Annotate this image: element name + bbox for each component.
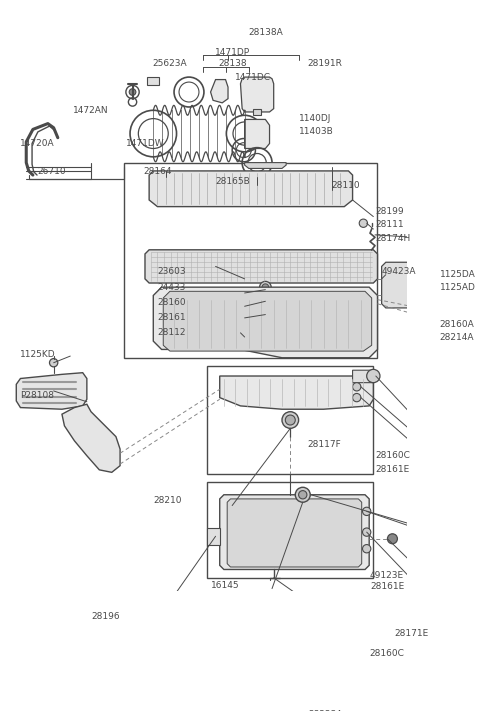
Text: 1471DW: 1471DW (126, 139, 165, 148)
Circle shape (431, 314, 442, 326)
Polygon shape (163, 292, 372, 351)
Polygon shape (16, 373, 87, 410)
Text: 28160: 28160 (157, 299, 186, 307)
Text: 28210: 28210 (153, 496, 182, 505)
Text: 1471DC: 1471DC (235, 73, 271, 82)
Text: 1125KD: 1125KD (21, 350, 56, 359)
Text: 24433: 24433 (157, 284, 186, 292)
Text: 28214A: 28214A (440, 333, 474, 342)
Polygon shape (153, 287, 377, 358)
Circle shape (261, 311, 270, 319)
Polygon shape (382, 262, 436, 308)
Text: 28196: 28196 (91, 612, 120, 621)
Text: 28174H: 28174H (376, 234, 411, 242)
Text: 28138: 28138 (218, 59, 247, 68)
Text: 28112: 28112 (157, 328, 186, 337)
Circle shape (387, 534, 397, 544)
Circle shape (260, 282, 271, 293)
Polygon shape (220, 376, 373, 410)
Text: 28171E: 28171E (394, 629, 428, 638)
Text: 28161E: 28161E (376, 464, 410, 474)
Text: 14720A: 14720A (21, 139, 55, 148)
Polygon shape (353, 370, 376, 383)
Circle shape (299, 491, 307, 499)
Polygon shape (448, 274, 463, 288)
Polygon shape (149, 171, 353, 207)
Text: 28138A: 28138A (248, 28, 283, 37)
Text: 1140DJ: 1140DJ (299, 114, 331, 123)
Circle shape (129, 89, 136, 95)
Polygon shape (147, 77, 159, 85)
Text: P28108: P28108 (21, 392, 54, 400)
Text: 1125DA: 1125DA (440, 270, 476, 279)
Text: 28160A: 28160A (440, 320, 475, 329)
Text: 1125AD: 1125AD (440, 284, 476, 292)
Circle shape (49, 358, 58, 367)
Circle shape (359, 219, 368, 228)
Text: 28199: 28199 (376, 207, 405, 216)
Polygon shape (253, 109, 261, 115)
Circle shape (285, 415, 295, 425)
Text: 28110: 28110 (332, 181, 360, 190)
Text: 28111: 28111 (376, 220, 405, 230)
Polygon shape (245, 119, 270, 149)
Text: 1472AN: 1472AN (73, 106, 109, 114)
Circle shape (353, 383, 361, 391)
Polygon shape (437, 308, 463, 333)
Text: 28160C: 28160C (376, 451, 411, 460)
Text: 11403B: 11403B (299, 127, 333, 137)
Bar (207, 366, 373, 474)
Text: 25623A: 25623A (153, 59, 187, 68)
Circle shape (362, 545, 371, 553)
Text: 49423A: 49423A (382, 267, 416, 276)
Circle shape (362, 507, 371, 515)
Text: 23603: 23603 (157, 267, 186, 276)
Circle shape (362, 528, 371, 536)
Circle shape (367, 370, 380, 383)
Text: 26710: 26710 (37, 167, 66, 176)
Polygon shape (227, 499, 362, 567)
Polygon shape (245, 163, 286, 169)
Text: 16145: 16145 (211, 581, 240, 589)
Polygon shape (240, 77, 274, 112)
Text: 28161E: 28161E (370, 582, 404, 592)
Text: 28191R: 28191R (307, 59, 342, 68)
Text: 49123E: 49123E (370, 571, 404, 579)
Polygon shape (207, 528, 220, 545)
Text: 28164: 28164 (144, 167, 172, 176)
Polygon shape (62, 405, 120, 472)
Text: 1471DP: 1471DP (215, 48, 250, 57)
Bar (207, 482, 373, 578)
Text: 28165B: 28165B (216, 177, 250, 186)
Polygon shape (220, 495, 369, 570)
Circle shape (295, 487, 310, 502)
Circle shape (282, 412, 299, 428)
Text: 28161: 28161 (157, 314, 186, 322)
Text: 28160C: 28160C (369, 649, 404, 658)
Bar (124, 163, 377, 358)
Polygon shape (211, 80, 228, 103)
Polygon shape (145, 250, 377, 283)
Circle shape (441, 277, 449, 286)
Circle shape (261, 297, 270, 306)
Circle shape (262, 284, 269, 291)
Circle shape (353, 393, 361, 402)
Text: 28117F: 28117F (307, 439, 341, 449)
